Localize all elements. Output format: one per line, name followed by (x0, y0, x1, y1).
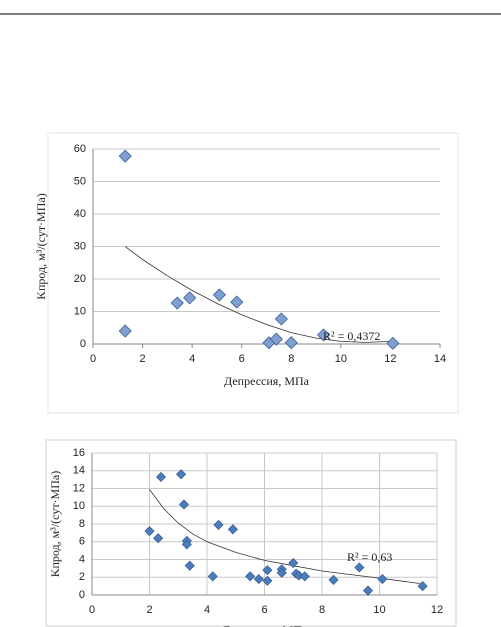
x-tick-label: 8 (288, 353, 294, 365)
y-tick-label: 6 (79, 536, 85, 548)
data-point (144, 526, 155, 537)
annotation: R² = 0,4372 (323, 329, 380, 343)
trendline (149, 489, 420, 584)
x-axis-title: Депрессия, МПа (224, 374, 310, 388)
data-point (328, 574, 339, 585)
y-tick-label: 10 (74, 305, 86, 317)
data-point (386, 336, 400, 350)
data-point (274, 312, 288, 326)
chart-frame (45, 439, 457, 627)
data-point (284, 336, 298, 350)
data-point (207, 571, 218, 582)
trendline (124, 246, 391, 343)
y-tick-label: 14 (73, 465, 85, 477)
x-tick-label: 10 (373, 604, 385, 616)
x-tick-label: 0 (89, 604, 95, 616)
y-axis-title: Kпрод, м³/(сут·МПа) (48, 471, 62, 577)
x-tick-label: 2 (146, 604, 152, 616)
y-tick-label: 40 (74, 208, 86, 220)
data-point (212, 288, 226, 302)
y-tick-label: 20 (74, 273, 86, 285)
data-point (276, 567, 287, 578)
y-tick-label: 12 (73, 482, 85, 494)
x-tick-label: 6 (261, 604, 267, 616)
x-tick-label: 2 (140, 353, 146, 365)
data-point (362, 585, 374, 596)
data-point (213, 519, 224, 530)
data-point (118, 149, 132, 163)
y-tick-label: 0 (80, 338, 86, 350)
x-tick-label: 8 (319, 604, 325, 616)
y-tick-label: 0 (79, 589, 85, 601)
data-point (262, 575, 273, 586)
data-point (354, 562, 365, 573)
x-tick-label: 6 (239, 353, 245, 365)
data-point (176, 469, 187, 480)
x-tick-label: 4 (204, 604, 210, 616)
data-point (417, 581, 428, 592)
y-tick-label: 50 (74, 175, 86, 187)
x-tick-label: 4 (189, 353, 195, 365)
data-point (288, 557, 299, 569)
x-axis-title: Депрессия, МПа (222, 623, 308, 627)
data-point (253, 573, 264, 585)
y-tick-label: 4 (79, 553, 85, 565)
data-point (184, 560, 195, 571)
data-point (227, 524, 238, 535)
y-tick-label: 30 (74, 240, 86, 252)
data-point (245, 571, 256, 582)
data-point (262, 565, 273, 576)
y-tick-label: 10 (73, 500, 85, 512)
data-point (155, 471, 167, 483)
data-point (178, 499, 190, 510)
data-point (299, 571, 310, 582)
data-point (183, 291, 197, 305)
data-point (377, 573, 388, 585)
y-tick-label: 2 (79, 571, 85, 583)
data-point (153, 533, 164, 544)
annotation: R² = 0,63 (347, 550, 392, 564)
y-tick-label: 8 (79, 518, 85, 530)
x-tick-label: 12 (384, 353, 396, 365)
x-tick-label: 10 (335, 353, 347, 365)
y-axis-title: Kпрод, м³/(сут·МПа) (34, 193, 48, 299)
data-point (170, 296, 184, 310)
x-tick-label: 12 (431, 604, 443, 616)
y-tick-label: 16 (73, 447, 85, 459)
chart-frame (47, 132, 459, 414)
data-point (118, 324, 132, 338)
x-tick-label: 0 (90, 353, 96, 365)
data-point (181, 539, 192, 550)
data-point (316, 328, 331, 342)
data-point (230, 295, 244, 309)
y-tick-label: 60 (74, 143, 86, 155)
x-tick-label: 14 (434, 353, 446, 365)
data-point (269, 332, 283, 346)
